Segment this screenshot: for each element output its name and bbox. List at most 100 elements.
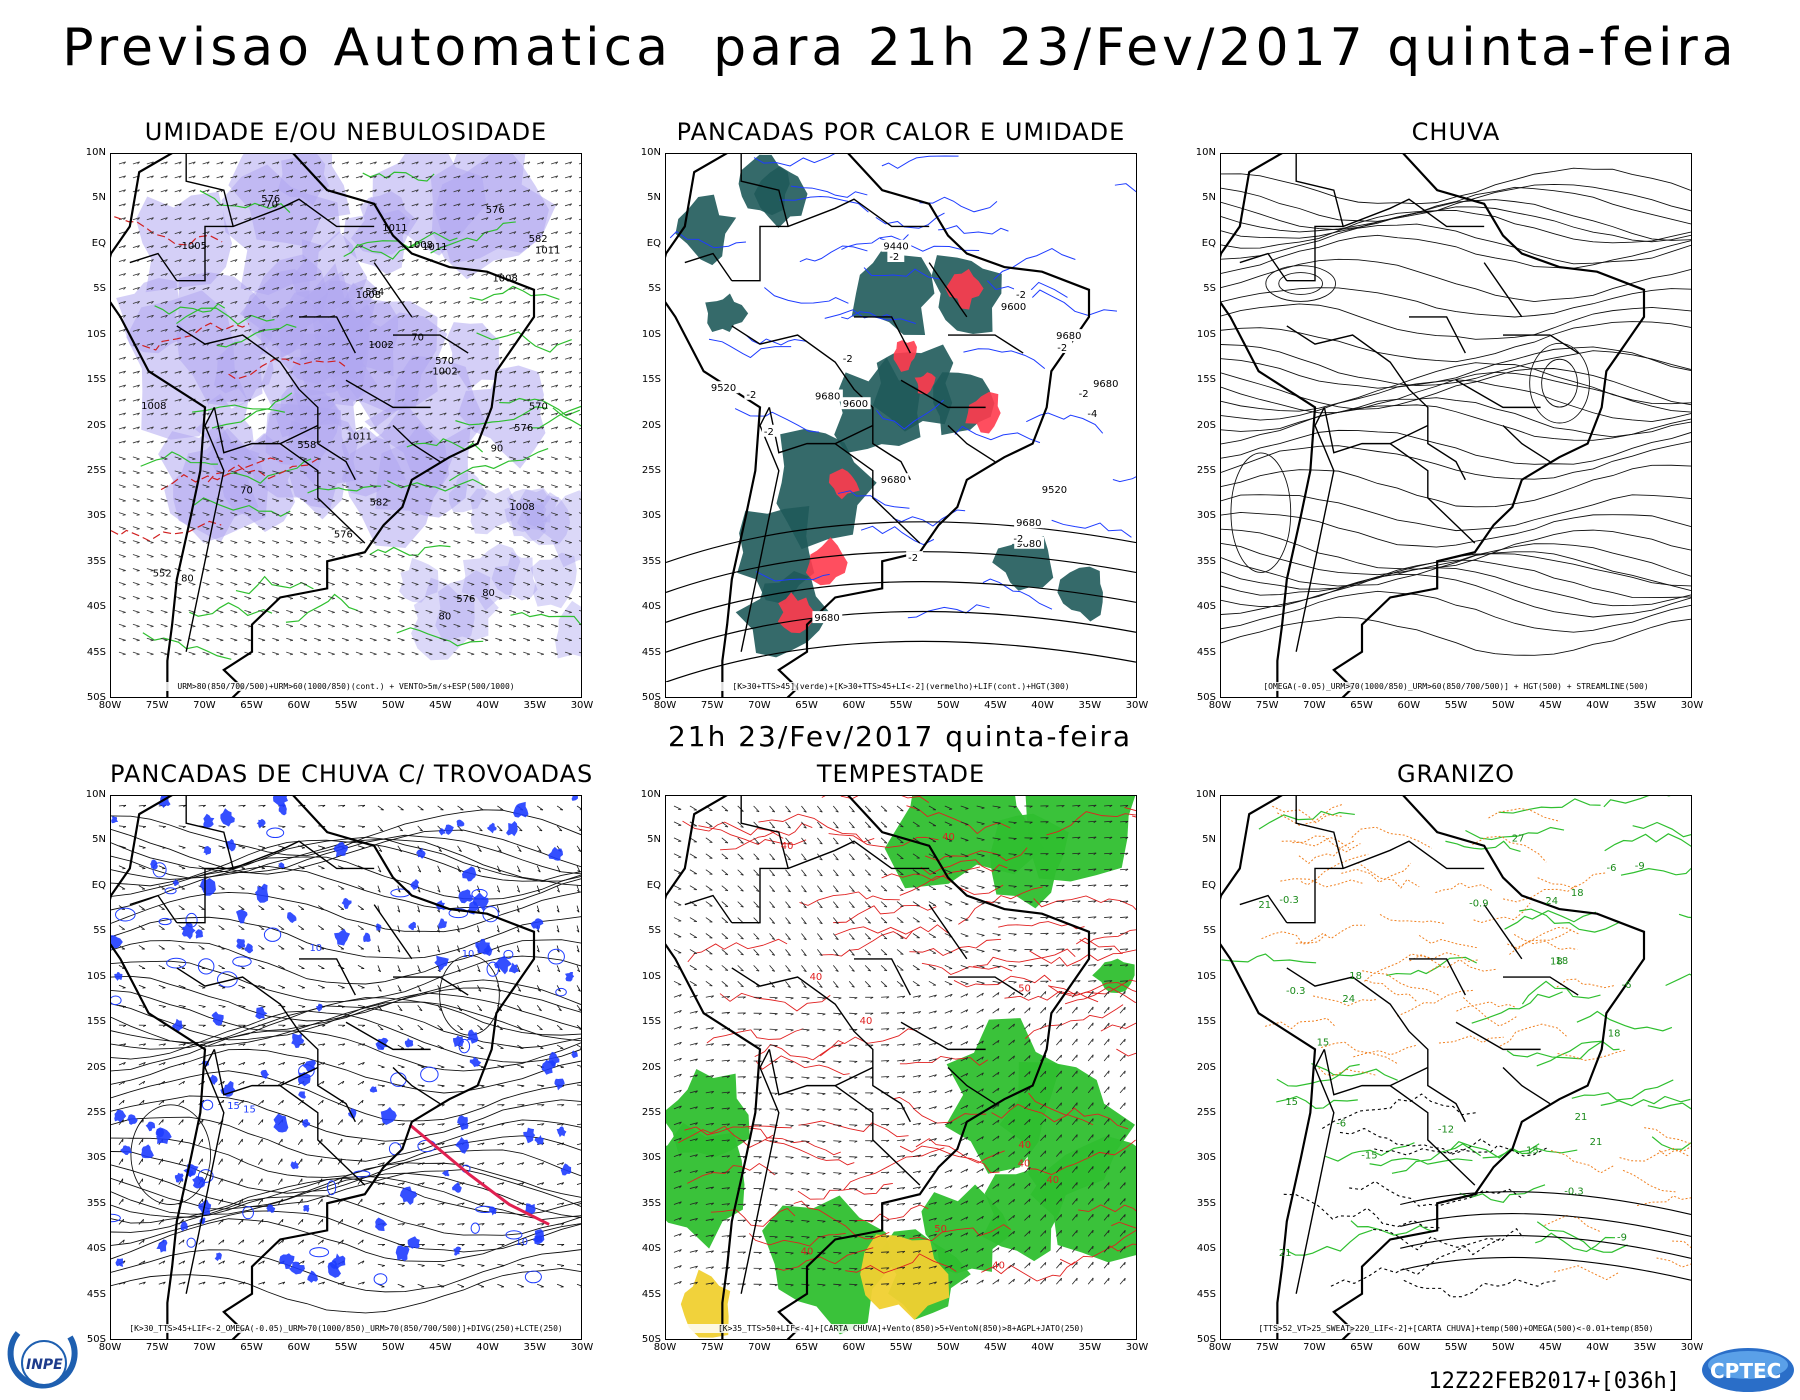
wind-vector: [230, 540, 238, 544]
wind-vector-head: [359, 625, 363, 628]
wind-vector: [495, 554, 503, 557]
wind-vector-head: [443, 412, 447, 416]
wind-vector-head: [541, 1182, 545, 1185]
wind-vector-head: [206, 161, 210, 165]
wind-vector: [218, 984, 226, 989]
wind-vector-head: [485, 472, 489, 474]
map-chuva[interactable]: [OMEGA(-0.05)_URM>70(1000/850)_URM>60(85…: [1220, 153, 1692, 698]
wind-vector: [523, 456, 531, 460]
wind-vector: [411, 498, 419, 502]
wind-vector-head: [382, 1142, 385, 1146]
wind-vector: [536, 905, 540, 913]
map-umidade[interactable]: 1005 1008 1008 1008 1008 1011 1011 1002 1002 1011…: [110, 153, 582, 698]
wind-vector-head: [178, 486, 182, 488]
wind-vector-head: [485, 556, 489, 558]
wind-vector-head: [867, 969, 871, 972]
wind-vector: [272, 273, 280, 276]
k-index-contour: [892, 1096, 987, 1124]
wind-vector: [928, 917, 937, 922]
wind-vector: [118, 925, 125, 930]
wind-vector-head: [1013, 886, 1017, 888]
wind-vector-head: [485, 625, 489, 628]
wind-vector-head: [290, 412, 294, 416]
wind-vector-head: [331, 472, 335, 474]
wind-vector: [327, 512, 335, 516]
wind-vector: [341, 245, 349, 249]
wind-vector-head: [202, 1239, 205, 1243]
wind-vector: [355, 637, 363, 641]
wind-vector: [785, 917, 791, 924]
wind-vector-head: [220, 161, 224, 165]
streamline: [1221, 362, 1691, 412]
wind-vector-head: [162, 1260, 166, 1264]
wind-vector: [944, 837, 953, 842]
wind-vector-head: [151, 231, 154, 235]
wind-vector-head: [143, 1024, 147, 1028]
wind-vector-head: [526, 639, 530, 642]
wind-vector: [297, 1178, 303, 1185]
wind-vector: [467, 161, 475, 165]
wind-vector-head: [234, 315, 238, 318]
wind-vector-head: [540, 472, 544, 474]
wind-vector: [244, 161, 252, 165]
wind-vector: [198, 1260, 205, 1265]
wind-vector: [1120, 868, 1129, 871]
wind-vector: [896, 869, 904, 876]
lifted-index-contour: [779, 196, 869, 213]
wind-vector: [1088, 964, 1097, 966]
wind-vector: [928, 885, 937, 890]
wind-vector-head: [441, 1182, 445, 1185]
wind-vector-head: [402, 1182, 405, 1185]
wind-vector-head: [541, 1244, 545, 1247]
wind-vector-head: [429, 458, 433, 460]
wind-vector-head: [137, 301, 140, 304]
height-contour: [142, 322, 250, 351]
wind-vector: [238, 905, 245, 910]
wind-vector: [278, 905, 285, 910]
contour-label: 582: [370, 498, 389, 509]
contour-label: 9520: [1042, 485, 1067, 496]
wind-vector-head: [724, 810, 729, 812]
map-trovoadas[interactable]: 10 10 15 15 10 [K>30_TTS>45+LIF<-2_OMEGA(-0.…: [110, 795, 582, 1340]
wind-vector-head: [527, 328, 531, 332]
map-tempestade[interactable]: 50 40 40 50 40 40 40 40 40 40 40 [K>35_TTS>50+LIF<…: [665, 795, 1137, 1340]
wind-vector: [132, 623, 140, 627]
thunderstorm-cell: [302, 1119, 311, 1128]
wind-vector-head: [151, 328, 154, 332]
severe-instability-area: [965, 391, 1001, 434]
wind-vector: [327, 384, 335, 388]
wind-vector: [564, 203, 572, 207]
wind-vector-head: [373, 612, 377, 614]
wind-vector: [160, 245, 168, 249]
wind-vector-head: [137, 398, 140, 402]
wind-vector: [198, 965, 205, 969]
wind-vector-head: [997, 902, 1001, 905]
wind-vector: [928, 837, 937, 843]
contour-label: -2: [1013, 534, 1023, 545]
wind-vector: [355, 189, 363, 193]
wind-vector-head: [289, 514, 294, 516]
wind-vector-head: [322, 1080, 325, 1084]
wind-vector-head: [151, 384, 154, 388]
wind-vector: [218, 1281, 226, 1285]
wind-vector: [300, 287, 307, 290]
streamline: [111, 1162, 581, 1210]
contour-label: -2: [843, 354, 853, 365]
wind-vector-head: [137, 217, 140, 221]
wind-vector-head: [206, 653, 210, 656]
wind-vector: [689, 949, 697, 954]
thunderstorm-cell: [347, 1108, 357, 1119]
wind-vector: [202, 582, 210, 585]
wind-vector: [523, 259, 531, 262]
thunderstorm-cell: [441, 1169, 450, 1177]
wind-vector-head: [262, 328, 266, 332]
wind-vector: [244, 637, 252, 641]
wind-vector: [258, 370, 266, 374]
map-pancadas-calor[interactable]: 9680 9680 9680 9680 9680 9680 9680 9600 9520 9440…: [665, 153, 1137, 698]
divergence-contour: [555, 987, 567, 997]
wind-vector: [278, 1099, 284, 1106]
wind-vector: [244, 175, 252, 179]
wind-vector-head: [262, 1062, 266, 1065]
wind-vector-head: [261, 556, 266, 558]
wind-vector: [551, 484, 558, 488]
